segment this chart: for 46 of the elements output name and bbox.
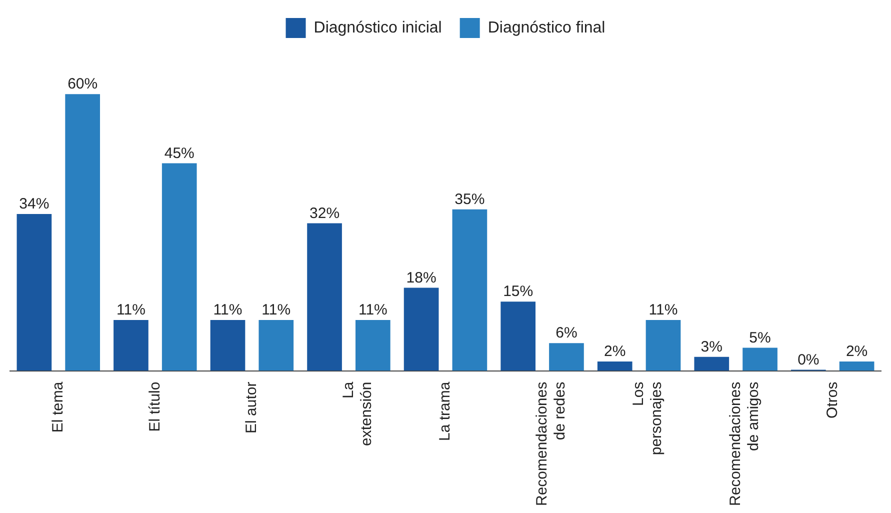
bar [114, 320, 148, 371]
x-tick-label: La trama [436, 381, 454, 441]
bar [500, 302, 536, 371]
bar [646, 320, 681, 371]
data-label: 35% [454, 191, 485, 208]
bar [307, 223, 342, 371]
x-tick-label: Los personajes [630, 382, 666, 456]
data-label: 18% [406, 269, 436, 286]
data-label: 11% [262, 302, 291, 319]
bar [694, 356, 730, 371]
bar [839, 362, 874, 371]
bar [597, 362, 632, 371]
bar [742, 348, 778, 371]
data-label: 2% [604, 343, 626, 360]
legend-label: Diagnóstico final [488, 19, 606, 36]
data-label: 11% [648, 302, 678, 319]
bar [65, 94, 100, 371]
x-tick-label: El autor [243, 382, 260, 434]
data-label: 34% [19, 196, 50, 213]
data-label: 15% [503, 283, 534, 300]
bar [355, 320, 390, 371]
data-label: 45% [164, 144, 194, 162]
data-label: 6% [556, 324, 578, 342]
data-label: 0% [798, 351, 820, 368]
data-label: 2% [846, 343, 868, 360]
x-tick-label: El tema [50, 381, 67, 433]
legend-label: Diagnóstico inicial [314, 19, 442, 36]
data-label: 11% [358, 302, 388, 319]
bar [404, 288, 439, 371]
data-label: 3% [700, 338, 722, 356]
bar [549, 343, 584, 371]
data-label: 11% [116, 302, 146, 319]
x-tick-label: Recomendaciones de redes [533, 382, 568, 506]
x-tick-label: Recomendaciones de amigos [726, 382, 762, 506]
bar [16, 214, 52, 371]
data-label: 60% [68, 76, 98, 93]
bar [162, 163, 197, 371]
data-label: 5% [749, 329, 771, 346]
bar [452, 209, 488, 371]
x-tick-label: El título [146, 382, 164, 432]
data-label: 32% [310, 204, 340, 222]
x-tick-label: Otros [824, 382, 841, 418]
bar [210, 320, 246, 371]
data-label: 11% [213, 302, 242, 319]
x-tick-label: La extensión [340, 381, 375, 446]
bar [258, 320, 294, 371]
